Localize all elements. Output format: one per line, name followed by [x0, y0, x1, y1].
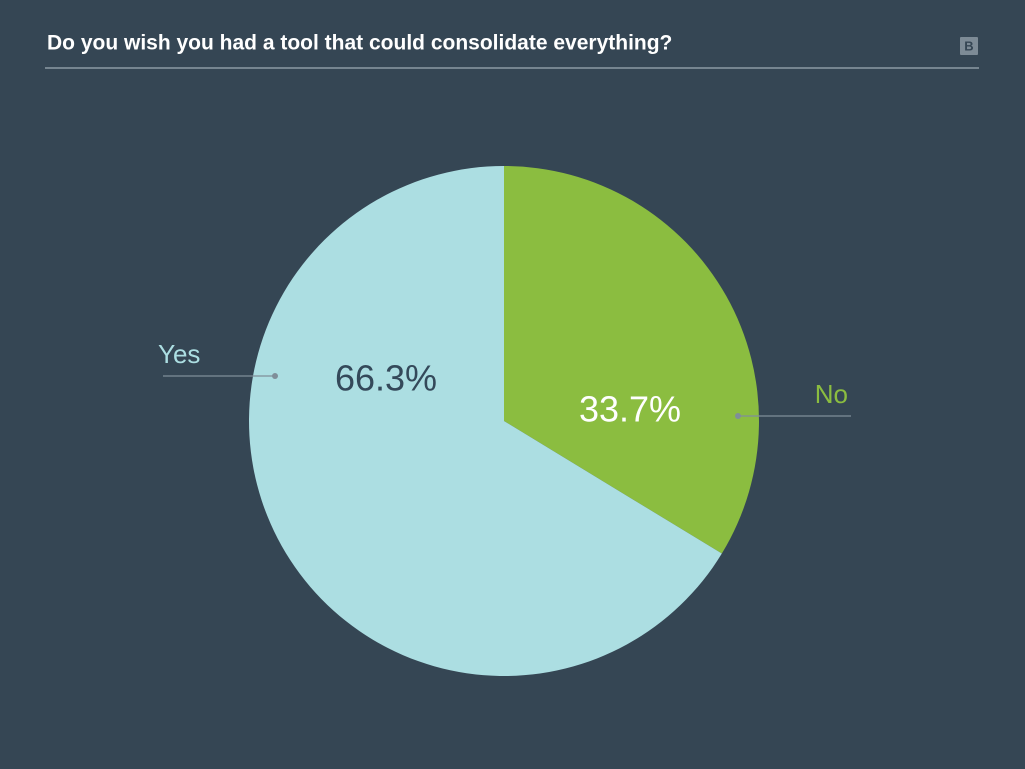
logo-badge [960, 37, 978, 55]
value-label: 33.7% [579, 389, 681, 430]
pie-slice [249, 166, 722, 676]
pie-slice [504, 166, 759, 554]
value-label: 66.3% [335, 358, 437, 399]
category-label: Yes [158, 339, 200, 369]
chart-title: Do you wish you had a tool that could co… [47, 32, 672, 55]
leader-dot [272, 373, 278, 379]
category-label: No [815, 379, 848, 409]
logo: B [964, 38, 973, 53]
leader-dot [735, 413, 741, 419]
